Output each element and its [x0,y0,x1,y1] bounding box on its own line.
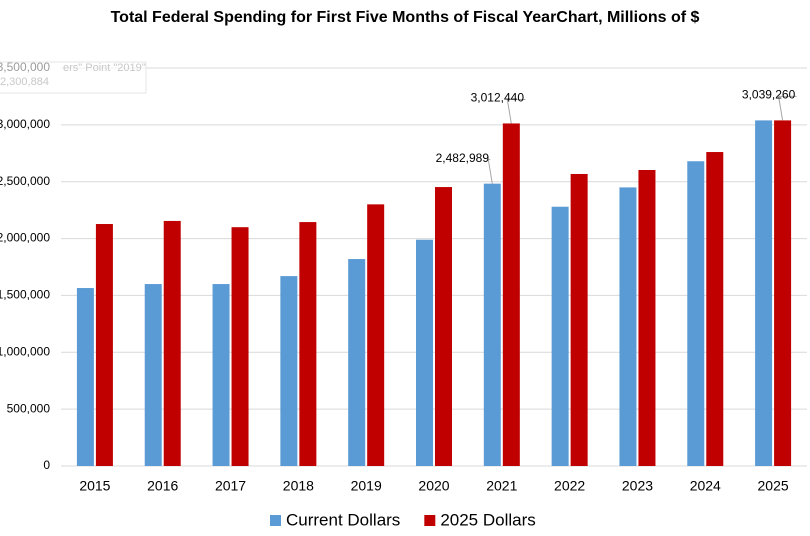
bar [231,227,249,466]
data-label: 3,039,260 [742,88,796,102]
y-tick-label: 2,000,000 [0,231,50,245]
bar [299,222,317,466]
legend-label: Current Dollars [286,510,400,529]
leader-line [778,95,797,121]
y-tick-label: 1,000,000 [0,344,50,358]
bar [367,204,385,466]
data-label: 3,012,440 [471,91,525,105]
bar [638,170,656,466]
x-tick-label: 2023 [622,478,653,494]
bar [144,284,162,466]
bar [502,123,520,466]
x-tick-label: 2019 [351,478,382,494]
leader-line [506,98,526,124]
data-label: 2,482,989 [436,151,490,165]
bar [416,239,433,466]
bar [706,152,724,466]
bar [687,161,705,466]
bar [755,120,773,466]
bar [163,220,181,466]
y-tick-label: 2,500,000 [0,174,50,188]
tooltip-box [0,61,147,94]
leader-line [487,159,493,184]
chart-title: Total Federal Spending for First Five Mo… [111,9,700,26]
x-tick-label: 2017 [215,478,246,494]
x-tick-label: 2020 [418,478,449,494]
bar [212,284,230,466]
legend-swatch [424,515,436,526]
y-tick-label: 3,000,000 [0,117,50,131]
bar [551,206,569,466]
bar [76,288,94,466]
bar [348,259,366,466]
y-tick-label: 0 [43,458,50,472]
bar [570,173,588,466]
bar [95,224,113,466]
tooltip-text: ers" Point "2019" [63,62,146,74]
bar [280,276,298,466]
y-tick-label: 500,000 [7,401,51,415]
bar [483,183,501,466]
legend-label: 2025 Dollars [440,510,535,529]
bar [619,187,637,466]
x-tick-label: 2025 [758,478,789,494]
x-tick-label: 2015 [79,478,110,494]
bar [435,187,452,467]
x-tick-label: 2021 [486,478,517,494]
x-tick-label: 2016 [147,478,178,494]
bar [774,120,792,466]
tooltip-text: 2,300,884 [0,76,49,88]
legend-swatch [270,515,281,526]
y-tick-label: 1,500,000 [0,288,50,302]
x-tick-label: 2022 [554,478,585,494]
x-tick-label: 2018 [283,478,314,494]
x-tick-label: 2024 [690,478,721,494]
